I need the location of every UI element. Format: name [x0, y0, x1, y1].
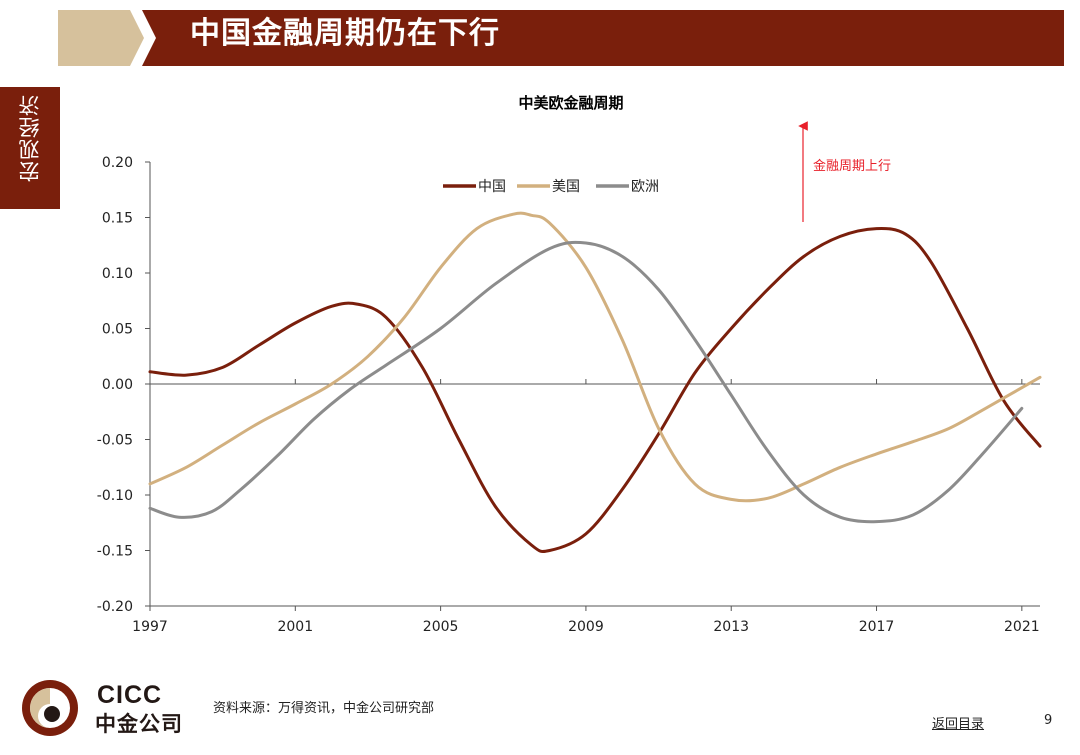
back-to-toc-link[interactable]: 返回目录: [932, 717, 985, 732]
cicc-logo-icon: [22, 680, 78, 736]
series-line-europe: [148, 240, 1024, 524]
banner-bar: [142, 10, 1064, 66]
x-tick-label: 2021: [1004, 619, 1040, 635]
y-tick-label: -0.15: [97, 544, 133, 560]
legend-label: 美国: [552, 179, 580, 195]
legend-label: 欧洲: [631, 179, 659, 195]
x-tick-label: 2005: [423, 619, 459, 635]
y-tick-label: 0.10: [102, 266, 133, 282]
y-tick-label: -0.20: [97, 599, 133, 615]
x-tick-label: 2009: [568, 619, 604, 635]
series-line-us: [148, 211, 1042, 503]
banner-chevron: [58, 10, 144, 66]
chart-series: [148, 211, 1042, 554]
logo-text-cn: 中金公司: [95, 712, 183, 736]
x-tick-label: 2013: [713, 619, 749, 635]
chart-axes: 0.20 0.15 0.10 0.05 0.00 -0.05 -0.10 -0.15 -0.20…: [97, 155, 1040, 635]
series-line-china: [148, 226, 1042, 554]
y-tick-label: -0.10: [97, 488, 133, 504]
y-tick-label: 0.00: [102, 377, 133, 393]
data-source: 资料来源：万得资讯，中金公司研究部: [213, 701, 435, 716]
chart-legend: 中国 美国 欧洲: [443, 179, 659, 195]
x-tick-label: 2001: [277, 619, 313, 635]
chart-annotation: 金融周期上行: [798, 121, 891, 222]
x-tick-label: 2017: [859, 619, 895, 635]
annotation-label: 金融周期上行: [813, 158, 891, 174]
page-title: 中国金融周期仍在下行: [190, 16, 500, 51]
header-banner: [58, 10, 1064, 66]
y-tick-label: 0.15: [102, 211, 133, 227]
chart-title: 中美欧金融周期: [518, 94, 623, 112]
x-tick-label: 1997: [132, 619, 168, 635]
legend-label: 中国: [478, 179, 506, 195]
page-number: 9: [1044, 713, 1053, 728]
side-tab: [0, 87, 60, 209]
y-tick-label: 0.20: [102, 155, 133, 171]
y-tick-label: 0.05: [102, 322, 133, 338]
logo-text-en: CICC: [97, 681, 163, 709]
y-tick-label: -0.05: [97, 433, 133, 449]
